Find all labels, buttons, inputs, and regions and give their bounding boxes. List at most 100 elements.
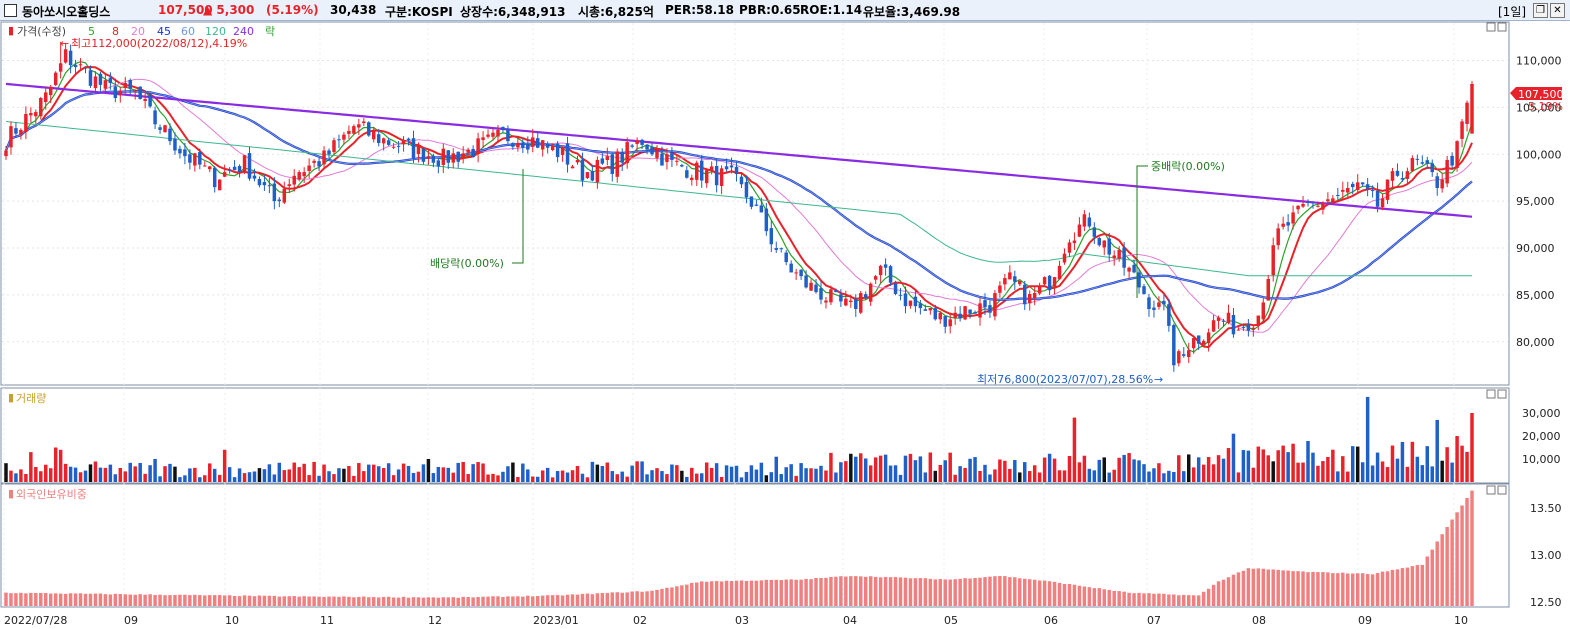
restore-button[interactable]: ❐ [1533,3,1548,18]
foreign-bar [376,597,381,606]
candle-body [446,150,451,163]
volume-bar [48,468,53,482]
volume-bar [998,459,1002,482]
candle-body [824,300,828,303]
close-button[interactable]: ✕ [1550,3,1565,18]
candle-body [133,90,137,92]
window-checkbox[interactable] [4,4,17,17]
candle-body [1256,315,1261,326]
volume-bar [1321,461,1325,482]
foreign-bar [1172,594,1176,606]
foreign-bar [63,593,68,606]
candle-body [531,137,535,147]
volume-bar [267,464,272,482]
volume-bar [1251,467,1256,482]
candle-body [585,172,590,179]
volume-bar [1112,469,1116,482]
volume-bar [78,472,83,482]
volume-bar [476,462,480,482]
candle-body [203,165,207,167]
candle-body [1216,317,1221,321]
candle-body [128,79,132,89]
candle-body [878,265,883,276]
foreign-bar [287,596,292,606]
price-panel-border [0,21,1510,386]
foreign-bar [158,594,162,606]
volume-bar [337,468,341,482]
legend-ma45: 45 [157,25,171,38]
volume-bar [1360,462,1365,482]
candle-body [1221,320,1226,322]
foreign-bar [232,596,237,606]
foreign-bar [1117,591,1121,606]
foreign-bar [396,597,401,606]
volume-bar [1167,470,1171,482]
foreign-bar [198,595,202,606]
mid-dividend-pointer [1136,165,1148,298]
shares-label: 상장수:6,348,913 [460,5,566,19]
candle-body [58,63,63,72]
candle-body [873,276,878,280]
volume-bar [585,477,590,482]
volume-bar [1052,458,1057,482]
x-tick-label: 2023/01 [533,614,579,627]
volume-bar [615,474,619,482]
foreign-bar [252,596,257,606]
candle-body [829,289,833,303]
foreign-bar [312,596,316,606]
foreign-bar [1291,571,1295,606]
volume-bar [690,467,694,482]
volume-bar [1211,464,1216,482]
foreign-bar [630,591,634,606]
volume-bar [973,457,977,482]
foreign-bar [1266,569,1270,606]
candle-body [1375,190,1380,207]
volume-bar [327,471,331,482]
candle-body [113,86,118,99]
volume-panel-buttons[interactable] [1486,389,1507,399]
foreign-bar [1440,534,1444,606]
volume-bar [531,476,535,482]
candle-body [406,138,411,141]
x-tick-label: 02 [633,614,647,627]
foreign-bar [29,592,33,606]
foreign-bar [1410,566,1415,606]
foreign-bar [650,590,654,606]
volume-bar [625,476,629,482]
foreign-bar [347,596,351,606]
volume-bar [570,470,575,482]
volume-bar [1301,462,1305,482]
candle-body [963,306,967,320]
foreign-bar [1350,573,1355,606]
foreign-bar [744,580,749,606]
candle-body [868,283,873,302]
candle-body [690,177,694,181]
foreign-bar [1201,591,1206,606]
volume-bar [1092,470,1097,482]
volume-bar [774,456,779,482]
volume-value: 30,438 [330,3,377,17]
foreign-bar [1341,572,1345,606]
candle-body [933,308,938,320]
candle-body [1211,320,1216,332]
volume-bar [709,467,714,482]
foreign-panel-buttons[interactable] [1486,485,1507,495]
volume-bar [297,467,301,482]
foreign-bar [1077,585,1082,606]
volume-bar [913,460,918,482]
candle-body [451,153,455,163]
foreign-bar [133,594,137,606]
volume-bar [158,476,162,482]
volume-bar [1107,472,1111,482]
candle-body [1196,335,1201,344]
foreign-bar [729,581,734,606]
foreign-bar [938,579,943,606]
foreign-bar [103,594,108,606]
foreign-bar [307,596,311,606]
price-panel-buttons[interactable] [1486,22,1507,32]
period-label[interactable]: [1일] [1498,5,1527,19]
foreign-bar [148,594,152,606]
volume-bar [34,467,38,482]
foreign-bar [883,576,888,606]
volume-bar [292,462,296,482]
